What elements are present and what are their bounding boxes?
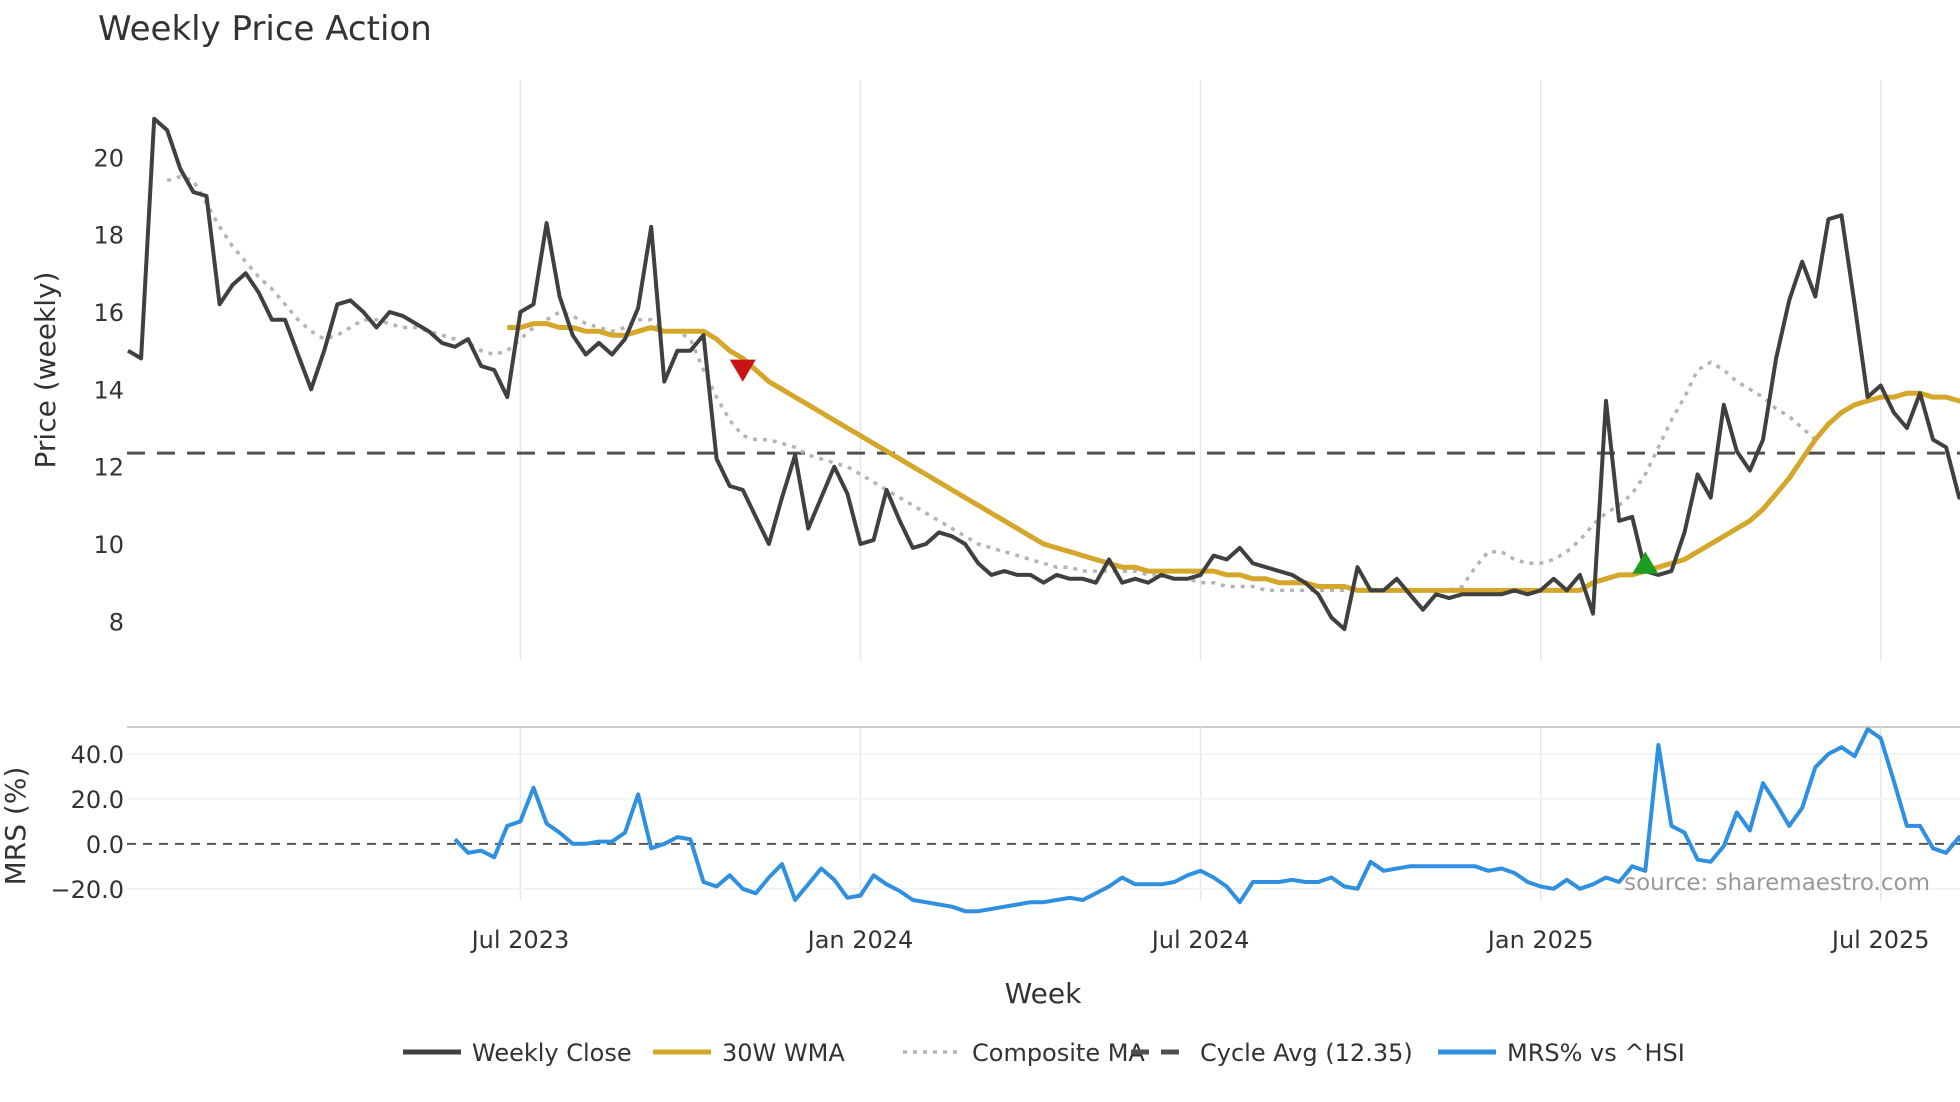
x-axis-label: Week [1005,977,1082,1010]
x-tick-label: Jul 2024 [1150,926,1250,954]
mrs-y-label: MRS (%) [0,767,32,886]
price-y-tick: 16 [93,299,124,327]
mrs-y-ticks: 40.0 20.0 0.0 −20.0 [50,741,124,904]
price-y-tick: 14 [93,376,124,404]
x-ticks: Jul 2023 Jan 2024 Jul 2024 Jan 2025 Jul 2025 [470,926,1930,954]
legend-label: Composite MA [972,1039,1145,1067]
price-y-tick: 18 [93,222,124,250]
signal-markers [729,359,1659,574]
source-note: source: sharemaestro.com [1624,870,1930,896]
sell-signal-marker [729,359,756,382]
price-y-tick: 12 [93,454,124,482]
legend-label: Weekly Close [472,1039,632,1067]
legend: Weekly Close 30W WMA Composite MA Cycle Avg… [403,1039,1685,1067]
mrs-y-tick: 0.0 [86,831,124,859]
mrs-line [453,727,1960,914]
price-y-tick: 20 [93,144,124,172]
mrs-y-tick: 20.0 [71,786,124,814]
price-y-tick: 8 [109,608,124,636]
chart-title: Weekly Price Action [98,9,432,49]
price-y-ticks: 8 10 12 14 16 18 20 [93,144,124,636]
price-panel: 8 10 12 14 16 18 20 Price (weekly) [29,80,1960,660]
price-y-label: Price (weekly) [29,272,62,469]
legend-label: 30W WMA [722,1039,845,1067]
mrs-panel: 40.0 20.0 0.0 −20.0 MRS (%) source: sharema… [0,727,1960,914]
wma-30w-line [507,321,1960,593]
legend-label: Cycle Avg (12.35) [1200,1039,1413,1067]
composite-ma-line [166,174,1817,593]
x-tick-label: Jan 2024 [806,926,914,954]
legend-label: MRS% vs ^HSI [1507,1039,1685,1067]
mrs-y-tick: 40.0 [71,741,124,769]
buy-signal-marker [1632,551,1659,574]
mrs-y-tick: −20.0 [50,876,124,904]
weekly-close-line [126,116,1960,632]
price-y-tick: 10 [93,531,124,559]
x-tick-label: Jul 2025 [1830,926,1930,954]
x-tick-label: Jul 2023 [470,926,570,954]
x-tick-label: Jan 2025 [1486,926,1594,954]
